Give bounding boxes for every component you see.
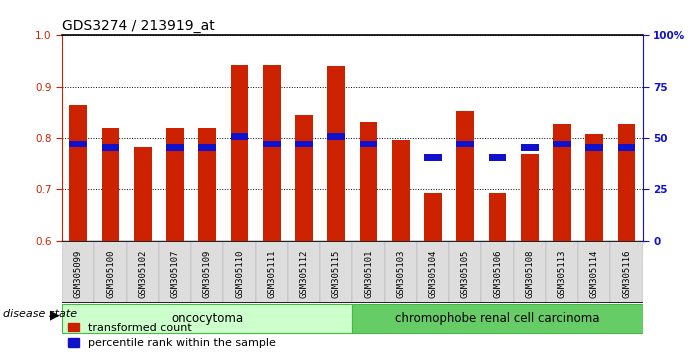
- Text: GSM305114: GSM305114: [589, 250, 599, 298]
- Bar: [198, 144, 216, 151]
- Bar: [328, 66, 346, 241]
- Bar: [553, 141, 571, 147]
- Bar: [489, 193, 507, 241]
- Text: GSM305108: GSM305108: [525, 250, 534, 298]
- Text: GSM305111: GSM305111: [267, 250, 276, 298]
- Bar: [553, 124, 571, 241]
- Bar: [489, 154, 507, 161]
- Bar: [424, 193, 442, 241]
- Bar: [359, 122, 377, 241]
- Bar: [256, 241, 288, 303]
- Text: GSM305102: GSM305102: [138, 250, 147, 298]
- Text: GDS3274 / 213919_at: GDS3274 / 213919_at: [62, 19, 215, 33]
- Bar: [231, 133, 249, 139]
- Bar: [295, 115, 313, 241]
- Bar: [456, 141, 474, 147]
- Text: GSM305105: GSM305105: [461, 250, 470, 298]
- Text: ▶: ▶: [50, 308, 59, 321]
- Bar: [263, 65, 281, 241]
- Bar: [231, 65, 249, 241]
- Bar: [134, 147, 152, 241]
- Text: GSM305115: GSM305115: [332, 250, 341, 298]
- Bar: [95, 241, 126, 303]
- Bar: [352, 304, 643, 333]
- Bar: [521, 144, 539, 151]
- Bar: [352, 241, 385, 303]
- Bar: [102, 144, 120, 151]
- Bar: [223, 241, 256, 303]
- Bar: [295, 141, 313, 147]
- Text: GSM305101: GSM305101: [364, 250, 373, 298]
- Bar: [191, 241, 223, 303]
- Bar: [618, 124, 636, 241]
- Bar: [62, 304, 352, 333]
- Text: GSM305113: GSM305113: [558, 250, 567, 298]
- Text: disease state: disease state: [3, 309, 77, 319]
- Bar: [585, 144, 603, 151]
- Bar: [320, 241, 352, 303]
- Text: GSM305112: GSM305112: [299, 250, 309, 298]
- Bar: [578, 241, 610, 303]
- Bar: [198, 128, 216, 241]
- Bar: [456, 112, 474, 241]
- Text: GSM305104: GSM305104: [428, 250, 437, 298]
- Bar: [521, 154, 539, 241]
- Bar: [166, 144, 184, 151]
- Bar: [166, 128, 184, 241]
- Bar: [328, 133, 346, 139]
- Bar: [585, 134, 603, 241]
- Bar: [62, 241, 95, 303]
- Text: oncocytoma: oncocytoma: [171, 312, 243, 325]
- Bar: [417, 241, 449, 303]
- Bar: [102, 128, 120, 241]
- Bar: [159, 241, 191, 303]
- Text: GSM305099: GSM305099: [74, 250, 83, 298]
- Bar: [546, 241, 578, 303]
- Bar: [424, 154, 442, 161]
- Text: GSM305103: GSM305103: [396, 250, 406, 298]
- Text: GSM305106: GSM305106: [493, 250, 502, 298]
- Legend: transformed count, percentile rank within the sample: transformed count, percentile rank withi…: [68, 322, 276, 348]
- Bar: [392, 139, 410, 241]
- Bar: [126, 241, 159, 303]
- Bar: [69, 105, 87, 241]
- Text: chromophobe renal cell carcinoma: chromophobe renal cell carcinoma: [395, 312, 600, 325]
- Bar: [263, 141, 281, 147]
- Bar: [69, 141, 87, 147]
- Bar: [618, 144, 636, 151]
- Bar: [385, 241, 417, 303]
- Text: GSM305100: GSM305100: [106, 250, 115, 298]
- Text: GSM305116: GSM305116: [622, 250, 631, 298]
- Text: GSM305110: GSM305110: [235, 250, 244, 298]
- Bar: [449, 241, 482, 303]
- Bar: [610, 241, 643, 303]
- Bar: [513, 241, 546, 303]
- Bar: [359, 141, 377, 147]
- Text: GSM305109: GSM305109: [202, 250, 212, 298]
- Bar: [482, 241, 513, 303]
- Bar: [288, 241, 320, 303]
- Text: GSM305107: GSM305107: [171, 250, 180, 298]
